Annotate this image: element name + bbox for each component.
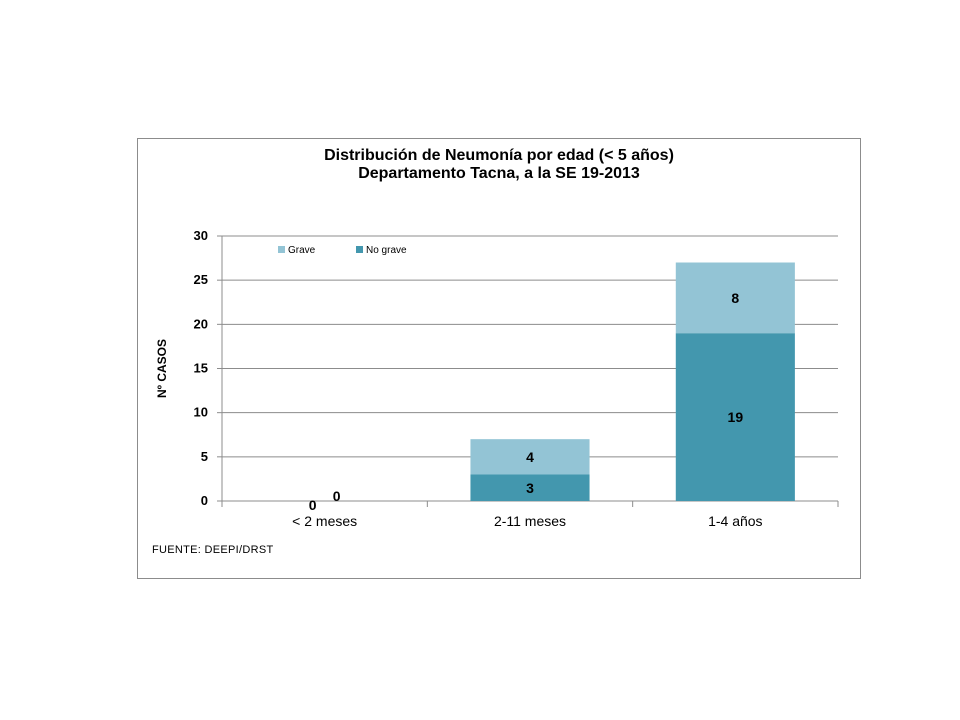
y-tick-label: 20 xyxy=(194,316,208,331)
chart-frame: Distribución de Neumonía por edad (< 5 a… xyxy=(137,138,861,579)
chart-title-line-1: Distribución de Neumonía por edad (< 5 a… xyxy=(324,147,674,164)
bar-no-grave xyxy=(675,333,795,501)
legend-label: Grave xyxy=(288,245,316,256)
y-tick-label: 30 xyxy=(194,228,208,243)
data-label: 3 xyxy=(526,480,534,496)
x-category-label: 2-11 meses xyxy=(494,513,566,529)
legend-swatch xyxy=(356,246,363,253)
y-tick-label: 0 xyxy=(201,493,208,508)
x-category-label: 1-4 años xyxy=(708,513,762,529)
y-tick-label: 25 xyxy=(194,272,208,287)
bar-grave xyxy=(470,439,590,475)
y-tick-label: 5 xyxy=(201,449,208,464)
data-label: 19 xyxy=(728,409,744,425)
data-label: 0 xyxy=(309,497,317,513)
bar-grave xyxy=(675,262,795,334)
data-label: 8 xyxy=(731,290,739,306)
legend-swatch xyxy=(278,246,285,253)
data-label: 0 xyxy=(333,488,341,504)
x-category-label: < 2 meses xyxy=(292,513,357,529)
chart-title-line-2: Departamento Tacna, a la SE 19-2013 xyxy=(358,165,640,182)
legend-label: No grave xyxy=(366,245,407,256)
bar-no-grave xyxy=(470,474,590,501)
y-axis-title: Nº CASOS xyxy=(155,339,169,398)
data-label: 4 xyxy=(526,449,534,465)
y-tick-label: 15 xyxy=(194,361,208,376)
chart-title: Distribución de Neumonía por edad (< 5 a… xyxy=(138,147,860,183)
source-note: FUENTE: DEEPI/DRST xyxy=(152,544,274,556)
y-tick-label: 10 xyxy=(194,405,208,420)
